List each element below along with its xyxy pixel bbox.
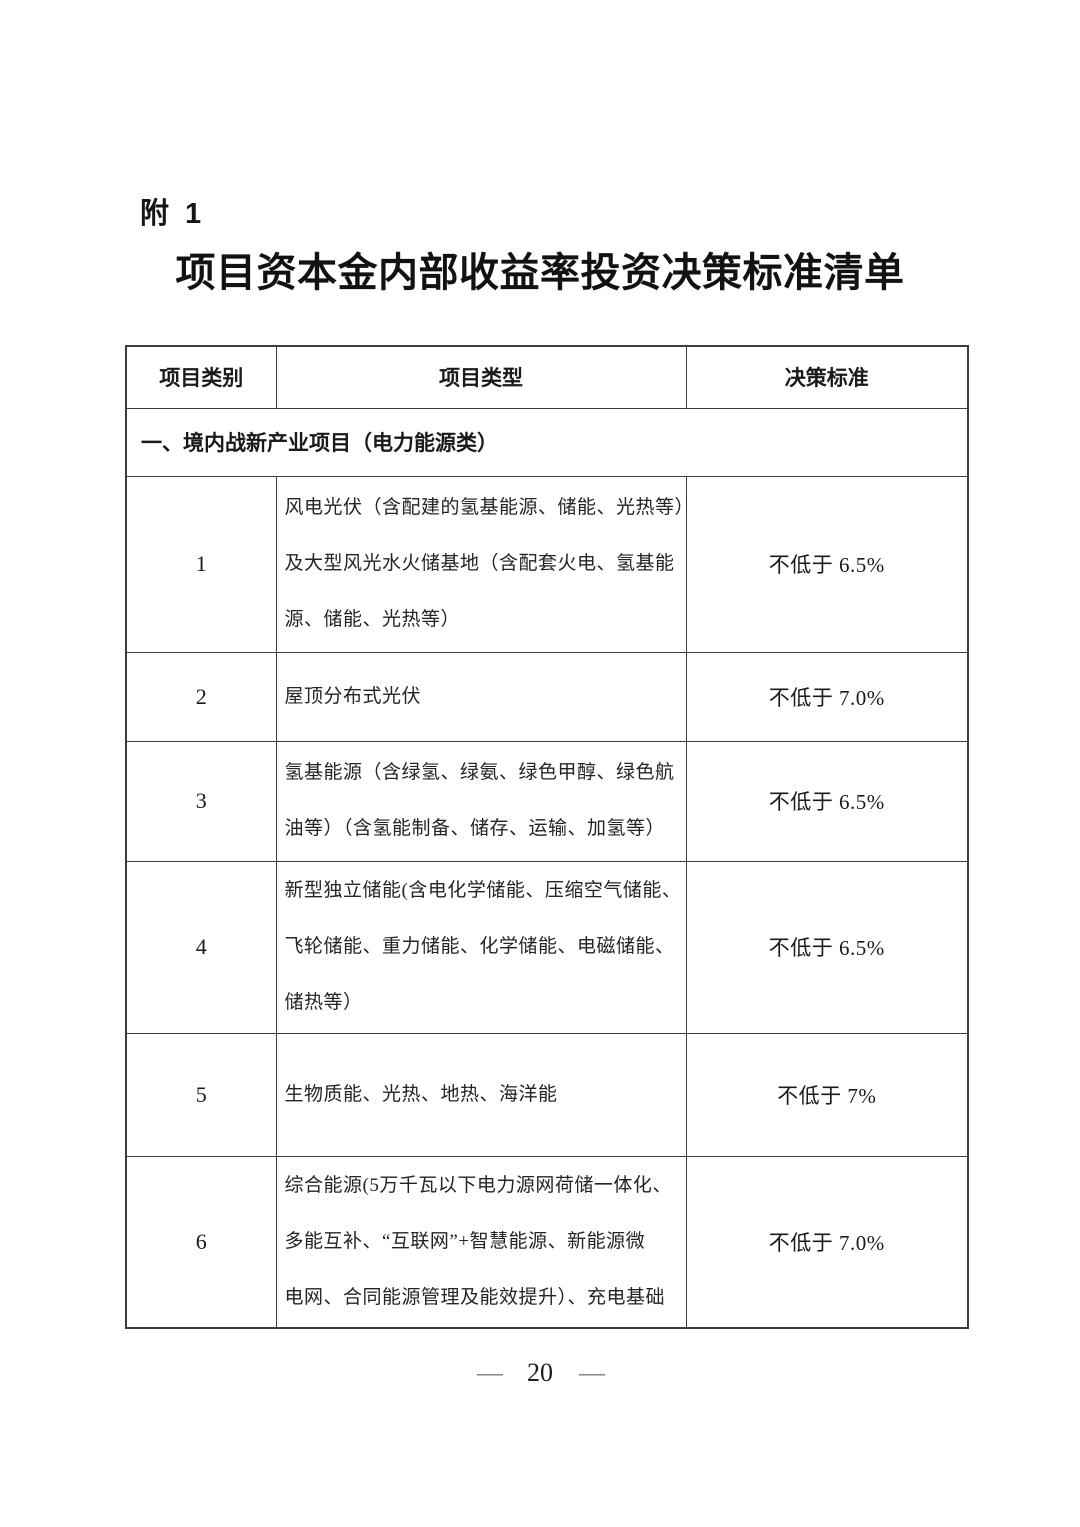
column-header-type: 项目类型 <box>275 345 687 409</box>
row-standard-cell: 不低于 6.5% <box>685 475 969 653</box>
project-type-line: 多能互补、“互联网”+智慧能源、新能源微 <box>284 1230 646 1252</box>
row-category-cell: 4 <box>125 860 277 1034</box>
row-standard-cell: 不低于 6.5% <box>685 860 969 1034</box>
project-type-line: 源、储能、光热等） <box>284 609 461 630</box>
row-standard-cell: 不低于 7% <box>685 1032 969 1157</box>
row-type-cell: 综合能源(5万千瓦以下电力源网荷储一体化、 多能互补、“互联网”+智慧能源、新能源… <box>275 1155 687 1329</box>
row-type-cell: 新型独立储能(含电化学储能、压缩空气储能、 飞轮储能、重力储能、化学储能、电磁储能… <box>275 860 687 1034</box>
row-type-cell: 生物质能、光热、地热、海洋能 <box>275 1032 687 1157</box>
project-type-line: 新型独立储能(含电化学储能、压缩空气储能、 <box>284 880 682 901</box>
footer-right-dash: — <box>579 1358 605 1387</box>
row-standard-cell: 不低于 7.0% <box>685 651 969 742</box>
row-type-cell: 风电光伏（含配建的氢基能源、储能、光热等） 及大型风光水火储基地（含配套火电、氢基… <box>275 475 695 653</box>
column-header-standard: 决策标准 <box>685 345 969 409</box>
row-category-cell: 1 <box>125 475 277 653</box>
project-type-line: 电网、合同能源管理及能效提升）、充电基础 <box>284 1286 666 1308</box>
project-type-line: 储热等） <box>284 992 363 1013</box>
project-type-line: 综合能源(5万千瓦以下电力源网荷储一体化、 <box>284 1174 672 1196</box>
row-category-cell: 2 <box>125 651 277 742</box>
table-row: 5 生物质能、光热、地热、海洋能 不低于 7% <box>125 1032 969 1157</box>
page-footer: — 20 — <box>0 1358 1080 1388</box>
standards-table: 项目类别 项目类型 决策标准 一、境内战新产业项目（电力能源类） 1 风电光伏（… <box>125 345 969 1329</box>
table-row: 6 综合能源(5万千瓦以下电力源网荷储一体化、 多能互补、“互联网”+智慧能源、新… <box>125 1155 969 1329</box>
section-header-label: 一、境内战新产业项目（电力能源类） <box>125 407 969 477</box>
row-standard-cell: 不低于 6.5% <box>685 740 969 862</box>
section-header-row: 一、境内战新产业项目（电力能源类） <box>125 407 969 477</box>
project-type-line: 飞轮储能、重力储能、化学储能、电磁储能、 <box>284 936 675 957</box>
table-row: 1 风电光伏（含配建的氢基能源、储能、光热等） 及大型风光水火储基地（含配套火电、… <box>125 475 969 653</box>
table-row: 4 新型独立储能(含电化学储能、压缩空气储能、 飞轮储能、重力储能、化学储能、电磁… <box>125 860 969 1034</box>
project-type-line: 风电光伏（含配建的氢基能源、储能、光热等） <box>284 497 695 518</box>
project-type-line: 氢基能源（含绿氢、绿氨、绿色甲醇、绿色航 <box>284 762 675 783</box>
table-row: 2 屋顶分布式光伏 不低于 7.0% <box>125 651 969 742</box>
row-type-cell: 屋顶分布式光伏 <box>275 651 687 742</box>
footer-left-dash: — <box>477 1358 503 1387</box>
project-type-line: 屋顶分布式光伏 <box>284 685 422 707</box>
row-category-cell: 3 <box>125 740 277 862</box>
row-category-cell: 6 <box>125 1155 277 1329</box>
project-type-line: 生物质能、光热、地热、海洋能 <box>284 1083 558 1105</box>
table-header-row: 项目类别 项目类型 决策标准 <box>125 345 969 409</box>
project-type-line: 油等）（含氢能制备、储存、运输、加氢等） <box>284 818 666 839</box>
attachment-label: 附 1 <box>140 198 206 230</box>
page-title: 项目资本金内部收益率投资决策标准清单 <box>175 250 905 295</box>
page-number: 20 <box>527 1358 553 1387</box>
project-type-line: 及大型风光水火储基地（含配套火电、氢基能 <box>284 553 675 574</box>
row-type-cell: 氢基能源（含绿氢、绿氨、绿色甲醇、绿色航 油等）（含氢能制备、储存、运输、加氢等） <box>275 740 687 862</box>
column-header-category: 项目类别 <box>125 345 277 409</box>
table-row: 3 氢基能源（含绿氢、绿氨、绿色甲醇、绿色航 油等）（含氢能制备、储存、运输、加氢… <box>125 740 969 862</box>
row-standard-cell: 不低于 7.0% <box>685 1155 969 1329</box>
row-category-cell: 5 <box>125 1032 277 1157</box>
